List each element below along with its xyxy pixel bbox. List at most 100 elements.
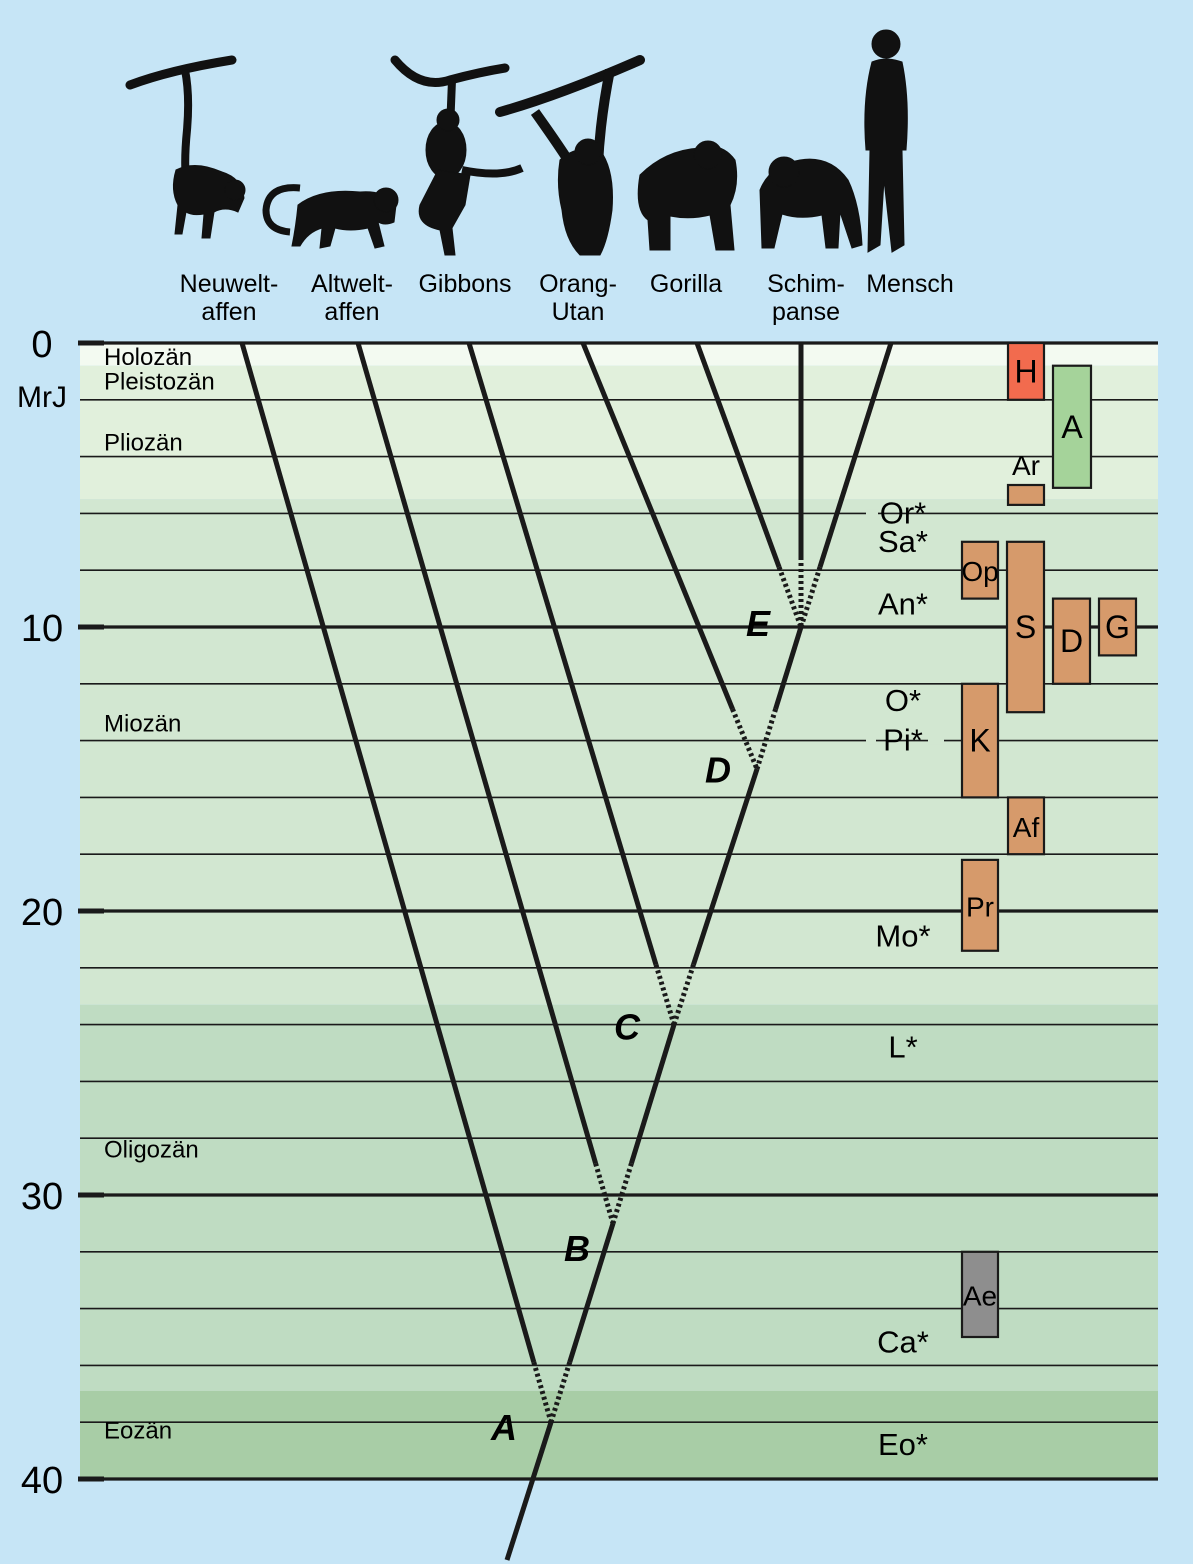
genus-box-op (960, 540, 1000, 600)
fossil-label-mo: Mo* (875, 919, 930, 954)
divergence-label-a: A (490, 1407, 517, 1448)
genus-box-d (1051, 597, 1092, 685)
species-label-orang: Orang- (539, 270, 617, 298)
fossil-label-eo: Eo* (878, 1427, 928, 1462)
human-branch-solid (817, 342, 894, 568)
genus-label-pr: Pr (966, 891, 994, 922)
internal-branch-d-dashed (671, 963, 696, 1026)
divergence-labels: A B C D E (490, 603, 771, 1448)
internal-branch-e-dashed (754, 708, 778, 770)
fossil-marker-labels: Or*Sa* An* O* Pi* Mo* L* Ca* Eo* (866, 495, 944, 1462)
gorilla-silhouette (637, 140, 738, 251)
genus-label-h: H (1014, 353, 1037, 389)
species-label-gorilla: Gorilla (650, 270, 722, 298)
species-label-schimpanse: Schim- (767, 270, 845, 298)
internal-branch-c-solid (629, 1023, 677, 1165)
species-label-neuwelt: Neuwelt- (180, 270, 279, 298)
label-gap (866, 736, 876, 745)
epoch-label-oligoz-n: Oligozän (104, 1137, 199, 1164)
altwelt-branch-dashed (593, 1162, 616, 1225)
divergence-label-d: D (705, 749, 731, 790)
genus-box-g (1097, 597, 1138, 657)
fossil-label-o: O* (885, 683, 921, 718)
label-gap (928, 736, 944, 745)
species-label-altwelt: affen (324, 298, 379, 326)
gibbon-branch-solid (466, 342, 659, 966)
epoch-label-pleistoz-n: Pleistozän (104, 368, 215, 395)
orangutan-silhouette (495, 55, 645, 256)
internal-branch-d-solid (691, 768, 760, 966)
genus-box-ar (1006, 483, 1046, 506)
gibbon-branch-dashed (653, 963, 677, 1026)
neuwelt-branch-solid (239, 342, 537, 1363)
human-silhouette (864, 29, 908, 253)
genus-label-af: Af (1013, 812, 1040, 843)
epoch-label-holoz-n: Holozän (104, 344, 192, 371)
genus-label-a: A (1061, 409, 1083, 445)
epoch-band (80, 1390, 1158, 1479)
genus-box-s (1005, 540, 1046, 714)
fossil-label-or: Or* (880, 495, 927, 530)
epoch-label-mioz-n: Miozän (104, 711, 181, 738)
divergence-label-b: B (564, 1228, 590, 1269)
time-grid (80, 341, 1158, 1481)
genus-box-k (960, 682, 1000, 799)
species-label-orang: Utan (552, 298, 605, 326)
species-label-neuwelt: affen (201, 298, 256, 326)
genus-label-k: K (969, 723, 990, 759)
genus-range-boxes: HA Ar Op S D G K Af Pr Ae (960, 341, 1138, 1339)
genus-box-a (1051, 364, 1093, 489)
orang-branch-solid (580, 342, 735, 710)
axis-tick-label: 10 (21, 608, 63, 650)
genus-label-ae: Ae (963, 1280, 997, 1311)
axis-tick-label: 30 (21, 1176, 63, 1218)
old-world-monkey-silhouette (262, 184, 399, 249)
gorilla-branch-dashed (776, 566, 804, 628)
fossil-label-an: An* (878, 586, 928, 621)
internal-branch-b-dashed (548, 1361, 573, 1423)
fossil-label-ca: Ca* (877, 1325, 929, 1360)
internal-branch-c-dashed (610, 1162, 634, 1225)
axis-tick-label: 0 (31, 324, 52, 366)
orang-branch-dashed (730, 708, 760, 770)
chimpanzee-silhouette (759, 156, 863, 249)
root-branch (504, 1421, 554, 1561)
axis-tick-label: 20 (21, 892, 63, 934)
epoch-label-eoz-n: Eozän (104, 1418, 172, 1445)
species-label-altwelt: Altwelt- (311, 270, 393, 298)
epoch-label-plioz-n: Pliozän (104, 429, 183, 456)
new-world-monkey-silhouette (125, 55, 246, 239)
time-axis: 0 10 20 30 40 MrJ (17, 324, 104, 1502)
label-gap (866, 509, 878, 518)
phylogenetic-tree (239, 342, 894, 1561)
internal-branch-b-solid (567, 1222, 616, 1363)
species-label-mensch: Mensch (866, 270, 954, 298)
primate-silhouettes (125, 29, 908, 256)
axis-unit-label: MrJ (17, 381, 67, 414)
fossil-label-sa: Sa* (878, 524, 928, 559)
genus-box-pr (960, 858, 1000, 952)
species-label-schimpanse: panse (772, 298, 840, 326)
genus-label-s: S (1015, 609, 1036, 645)
genus-label-op: Op (961, 556, 998, 587)
genus-box-af (1006, 796, 1046, 856)
internal-branch-e-solid (773, 626, 804, 710)
gorilla-branch-solid (694, 342, 782, 568)
genus-label-g: G (1105, 609, 1130, 645)
human-branch-dashed (798, 566, 823, 628)
divergence-label-e: E (746, 603, 771, 644)
genus-label-ar: Ar (1012, 450, 1040, 481)
fossil-label-pi: Pi* (883, 723, 923, 758)
axis-tick-label: 40 (21, 1460, 63, 1502)
neuwelt-branch-dashed (531, 1361, 554, 1423)
gibbon-silhouette (390, 55, 524, 256)
divergence-label-c: C (614, 1006, 641, 1047)
altwelt-branch-solid (355, 342, 599, 1165)
genus-box-h (1006, 341, 1046, 401)
fossil-label-l: L* (888, 1029, 917, 1064)
genus-label-d: D (1060, 623, 1083, 659)
